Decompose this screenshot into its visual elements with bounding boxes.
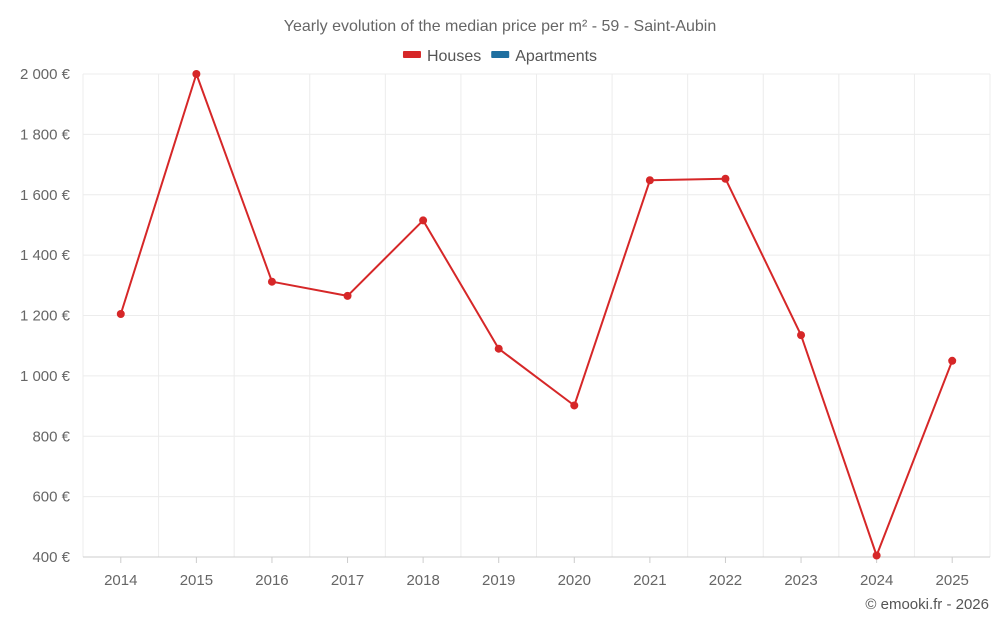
x-tick-label: 2024 [860,572,893,589]
x-tick-label: 2017 [331,572,364,589]
y-tick-label: 400 € [32,549,70,566]
axes: 400 € 600 € 800 € 1 000 € 1 200 € 1 400 € 1 60… [20,66,990,589]
x-tick-label: 2021 [633,572,666,589]
credit-text: © emooki.fr - 2026 [865,596,989,613]
data-point-houses[interactable] [192,70,201,78]
x-tick-label: 2014 [104,572,137,589]
y-tick-label: 600 € [32,489,70,506]
x-tick-label: 2020 [558,572,591,589]
data-point-houses[interactable] [267,277,276,286]
x-tick-label: 2018 [406,572,439,589]
data-point-houses[interactable] [419,216,428,225]
legend-item-houses[interactable]: Houses [402,48,481,65]
y-tick-label: 1 800 € [20,126,71,143]
y-tick-label: 2 000 € [20,66,71,83]
data-point-houses[interactable] [721,174,730,183]
legend-label-apartments: Apartments [515,48,597,65]
legend-label-houses: Houses [427,48,481,65]
data-point-houses[interactable] [116,309,125,318]
legend-swatch-apartments [491,51,510,58]
y-tick-label: 1 400 € [20,247,71,264]
series-line-houses [119,73,954,557]
y-tick-label: 1 000 € [20,368,71,385]
data-point-houses[interactable] [570,401,579,410]
x-tick-label: 2023 [784,572,817,589]
y-tick-label: 800 € [32,428,70,445]
data-point-houses[interactable] [872,551,881,560]
x-tick-label: 2019 [482,572,515,589]
x-tick-label: 2025 [936,572,969,589]
legend[interactable]: Houses Apartments [402,48,597,65]
x-tick-label: 2022 [709,572,742,589]
legend-item-apartments[interactable]: Apartments [491,48,597,65]
chart-title: Yearly evolution of the median price per… [284,18,717,35]
data-point-houses[interactable] [343,291,352,300]
data-point-houses[interactable] [797,331,806,340]
x-tick-label: 2016 [255,572,288,589]
y-tick-label: 1 200 € [20,308,71,325]
y-tick-label: 1 600 € [20,187,71,204]
x-tick-label: 2015 [180,572,213,589]
series-layer [116,70,957,560]
legend-swatch-houses [402,51,421,58]
data-point-houses[interactable] [494,344,503,353]
grid [82,73,991,557]
data-point-houses[interactable] [948,356,957,365]
data-point-houses[interactable] [645,176,654,185]
